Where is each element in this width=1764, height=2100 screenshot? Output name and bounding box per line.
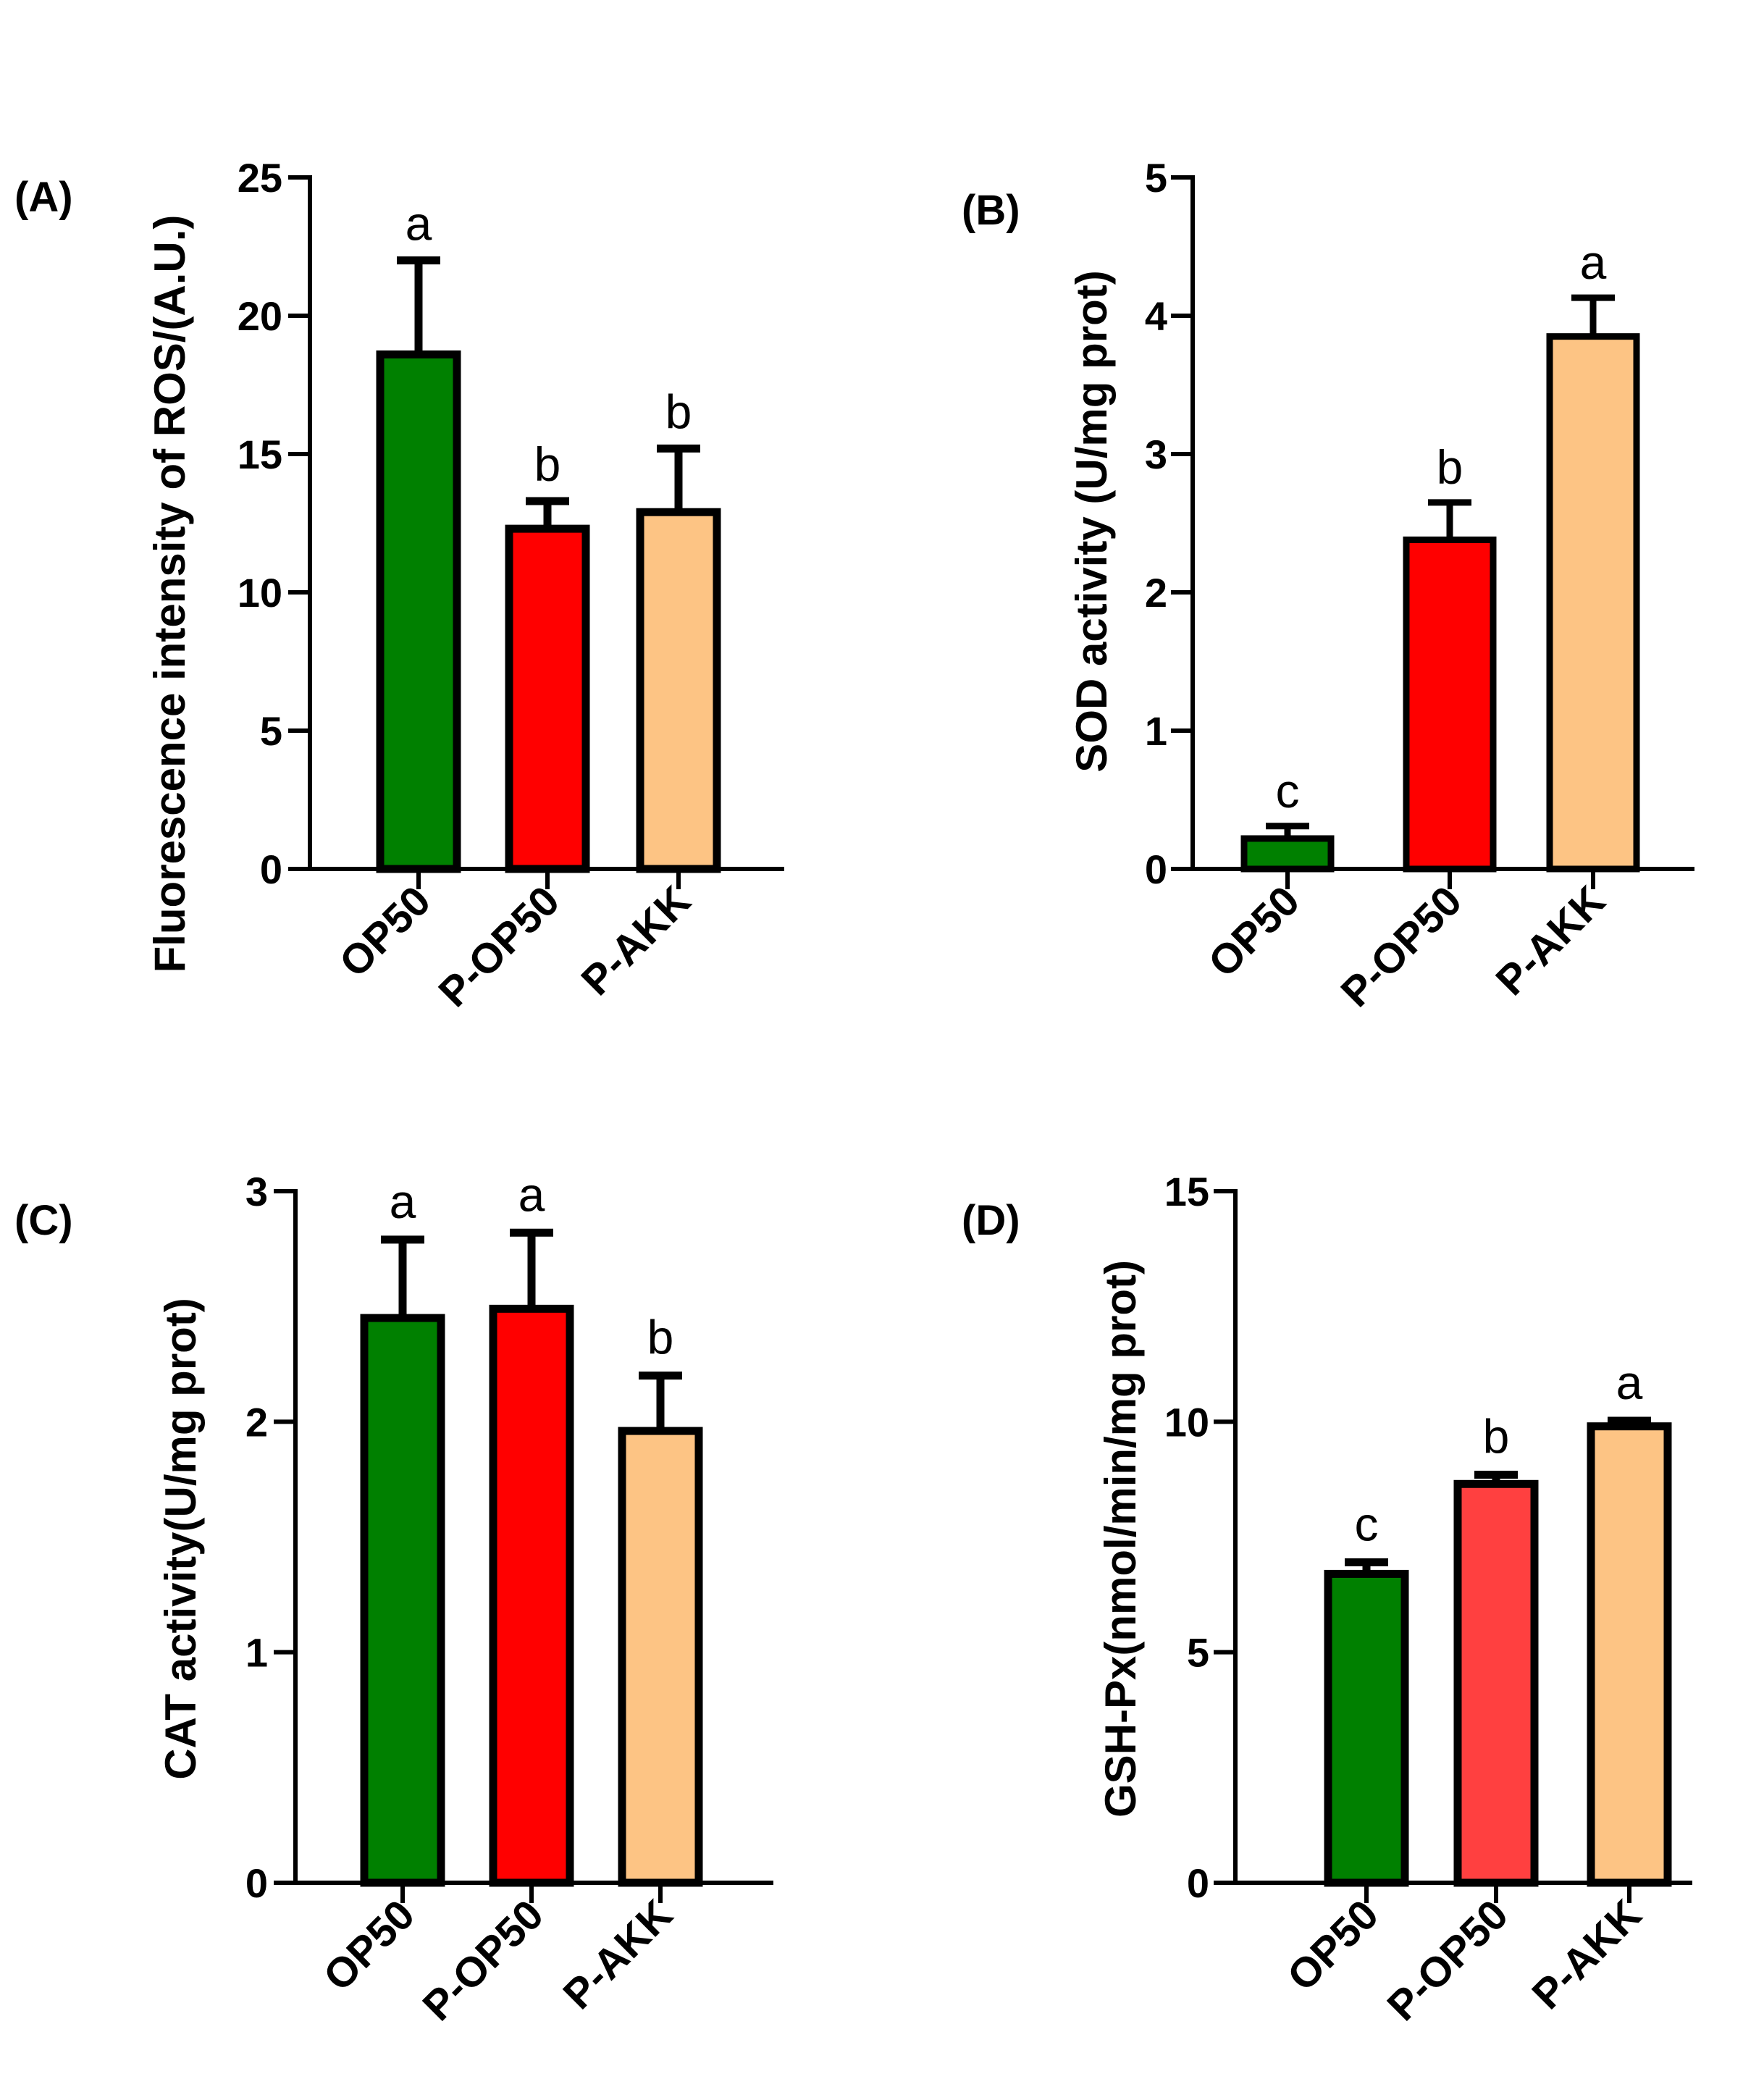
y-tick-label: 1 [245, 1630, 268, 1676]
y-axis-title: CAT activity(U/mg prot) [156, 1298, 205, 1780]
y-tick-label: 0 [1187, 1860, 1209, 1906]
chart-panel-2: (B) SOD activity (U/mg prot) c OP50 b P-OP50 a… [962, 155, 1694, 1016]
y-axis-title: Fluorescence intensity of ROS/(A.U.) [146, 215, 194, 973]
y-tick-label: 4 [1145, 293, 1167, 339]
bar-op50 [376, 350, 461, 873]
category-label: OP50 [314, 1891, 424, 2000]
significance-label: a [1580, 235, 1607, 289]
bar-p-op50 [1403, 536, 1497, 873]
y-tick-label: 10 [1164, 1399, 1209, 1445]
panel-label: (A) [14, 174, 73, 221]
panel-label: (D) [962, 1197, 1020, 1244]
significance-label: a [518, 1167, 545, 1221]
bar-p-akk [1587, 1422, 1672, 1887]
panel-label: (B) [962, 187, 1020, 234]
category-label: P-AKK [554, 1891, 681, 2018]
y-tick-label: 25 [238, 155, 282, 201]
y-tick-label: 5 [1187, 1630, 1209, 1676]
y-tick-label: 15 [1164, 1169, 1209, 1214]
bar-p-akk [636, 508, 721, 873]
chart-panel-3: (C) CAT activity(U/mg prot) a OP50 a P-OP50 b P… [14, 1167, 773, 2030]
significance-label: b [1437, 440, 1463, 494]
bar-p-akk [618, 1427, 703, 1887]
category-label: P-AKK [572, 877, 700, 1004]
significance-label: a [390, 1175, 416, 1228]
chart-panel-1: (A) Fluorescence intensity of ROS/(A.U.) a… [14, 155, 784, 1016]
y-tick-label: 2 [1145, 570, 1167, 616]
category-label: P-AKK [1487, 877, 1614, 1004]
significance-label: b [534, 437, 561, 491]
y-tick-label: 10 [238, 570, 282, 616]
significance-label: b [1483, 1410, 1510, 1463]
y-tick-label: 20 [238, 293, 282, 339]
significance-label: a [406, 197, 432, 251]
bar-p-op50 [505, 524, 590, 873]
significance-label: a [1616, 1356, 1643, 1409]
category-label: OP50 [330, 877, 440, 986]
category-label: P-AKK [1523, 1891, 1650, 2018]
bar-op50 [1240, 835, 1335, 873]
category-label: P-OP50 [1332, 877, 1471, 1016]
significance-label: c [1355, 1498, 1379, 1551]
significance-label: b [647, 1311, 674, 1364]
category-label: P-OP50 [413, 1891, 553, 2030]
category-label: P-OP50 [429, 877, 568, 1016]
y-tick-label: 5 [260, 708, 282, 754]
y-tick-label: 0 [1145, 847, 1167, 892]
y-tick-label: 15 [238, 432, 282, 477]
y-tick-label: 0 [260, 847, 282, 892]
chart-panel-4: (D) GSH-Px(nmol/min/mg prot) c OP50 b P-OP50 a… [962, 1169, 1692, 2030]
category-label: OP50 [1199, 877, 1309, 986]
significance-label: b [665, 385, 692, 438]
bar-op50 [1324, 1569, 1409, 1887]
y-tick-label: 1 [1145, 708, 1167, 754]
bar-p-akk [1546, 333, 1640, 873]
panel-label: (C) [14, 1197, 73, 1244]
y-tick-label: 3 [1145, 432, 1167, 477]
y-tick-label: 0 [245, 1860, 268, 1906]
significance-label: c [1276, 764, 1300, 818]
category-label: P-OP50 [1378, 1891, 1517, 2030]
y-axis-title: GSH-Px(nmol/min/mg prot) [1096, 1260, 1145, 1818]
y-tick-label: 3 [245, 1169, 268, 1214]
y-tick-label: 5 [1145, 155, 1167, 201]
bar-p-op50 [489, 1304, 574, 1887]
bar-p-op50 [1453, 1479, 1539, 1887]
bar-op50 [360, 1314, 445, 1887]
y-axis-title: SOD activity (U/mg prot) [1067, 270, 1116, 772]
y-tick-label: 2 [245, 1399, 268, 1445]
category-label: OP50 [1278, 1891, 1387, 2000]
